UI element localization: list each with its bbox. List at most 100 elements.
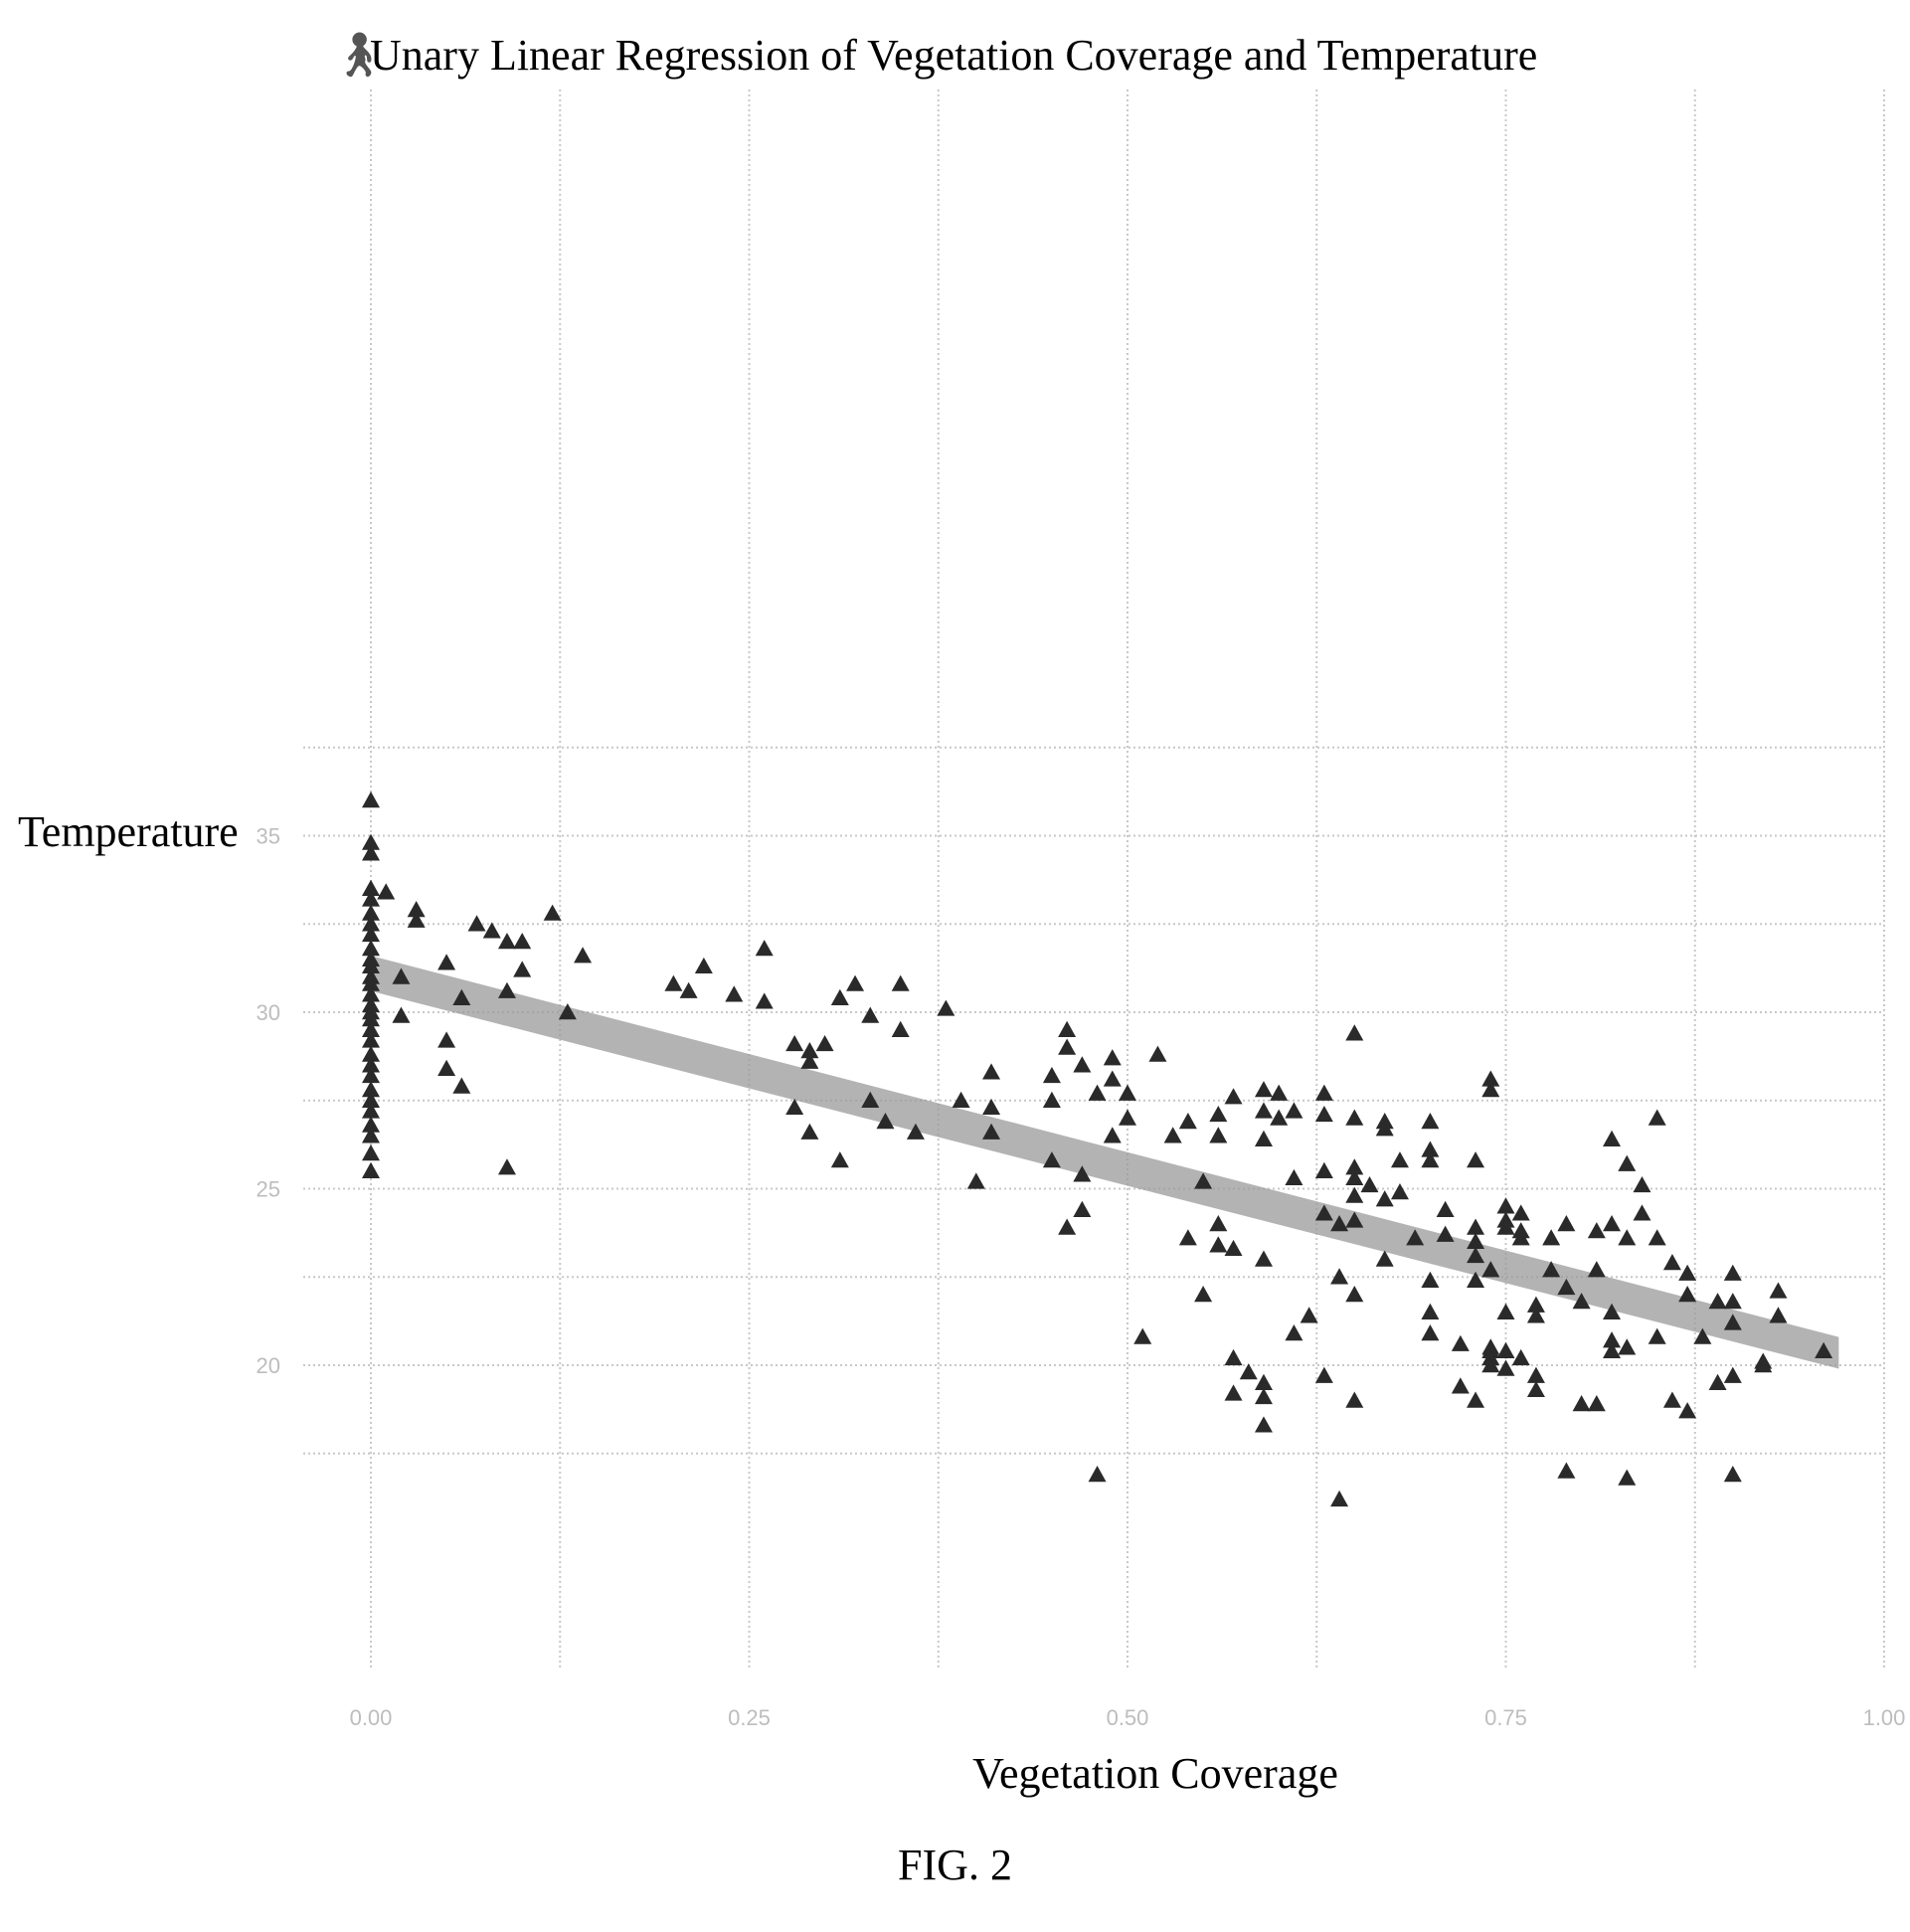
- y-tick-label: 35: [257, 824, 280, 849]
- data-point: [1224, 1348, 1243, 1366]
- data-point: [891, 1020, 910, 1037]
- data-point: [362, 904, 380, 921]
- regression-band: [371, 956, 1839, 1369]
- data-point: [1148, 1045, 1167, 1062]
- data-point: [1648, 1327, 1666, 1344]
- data-point: [1314, 1084, 1333, 1101]
- data-point: [1254, 1130, 1273, 1146]
- data-point: [1678, 1402, 1697, 1419]
- data-point: [362, 1102, 380, 1119]
- data-point: [1678, 1286, 1697, 1303]
- data-point: [407, 901, 426, 918]
- y-tick-label: 30: [257, 1000, 280, 1025]
- data-point: [1330, 1490, 1349, 1507]
- data-point: [891, 974, 910, 991]
- x-tick-labels: 0.00 0.25 0.50 0.75 1.00: [350, 1705, 1906, 1730]
- data-point: [1526, 1380, 1545, 1398]
- data-point: [1511, 1204, 1530, 1221]
- data-point: [1526, 1296, 1545, 1313]
- data-point: [1481, 1070, 1500, 1087]
- data-point: [1133, 1327, 1152, 1344]
- data-point: [1648, 1229, 1666, 1246]
- data-point: [452, 988, 471, 1005]
- data-point: [1421, 1271, 1440, 1288]
- data-point: [1467, 1151, 1485, 1168]
- data-point: [1345, 1186, 1364, 1203]
- data-point: [1467, 1218, 1485, 1235]
- data-point: [362, 1020, 380, 1037]
- grid-lines: [303, 89, 1885, 1670]
- data-point: [558, 1003, 577, 1020]
- data-point: [1436, 1225, 1455, 1242]
- data-point: [362, 1161, 380, 1178]
- data-point: [362, 1091, 380, 1108]
- data-point: [1557, 1215, 1576, 1232]
- data-point: [362, 985, 380, 1002]
- data-point: [1254, 1387, 1273, 1405]
- data-point: [815, 1034, 834, 1052]
- x-tick-label: 0.75: [1484, 1705, 1527, 1730]
- data-point: [1708, 1293, 1727, 1310]
- data-point: [1572, 1395, 1591, 1412]
- data-point: [1088, 1084, 1107, 1101]
- data-point: [1330, 1268, 1349, 1285]
- data-point: [1119, 1109, 1136, 1126]
- data-point: [362, 1066, 380, 1084]
- data-point: [513, 933, 532, 950]
- data-point: [1088, 1466, 1107, 1483]
- data-point: [362, 1116, 380, 1133]
- data-point: [362, 974, 380, 991]
- data-point: [800, 1052, 819, 1069]
- data-point: [497, 1158, 516, 1175]
- data-point: [1103, 1049, 1122, 1066]
- data-point: [1421, 1303, 1440, 1319]
- data-point: [694, 957, 713, 974]
- data-point: [437, 954, 456, 970]
- data-point: [664, 974, 683, 991]
- data-point: [755, 992, 774, 1009]
- data-point: [362, 833, 380, 850]
- data-points: [362, 791, 1833, 1507]
- data-point: [1421, 1113, 1440, 1130]
- data-point: [1073, 1200, 1092, 1217]
- data-point: [497, 933, 516, 950]
- data-point: [362, 915, 380, 932]
- data-point: [1224, 1384, 1243, 1401]
- data-point: [830, 1151, 849, 1168]
- data-point: [1345, 1391, 1364, 1408]
- data-point: [1481, 1261, 1500, 1278]
- data-point: [513, 961, 532, 977]
- data-point: [1467, 1271, 1485, 1288]
- data-point: [1618, 1338, 1637, 1355]
- data-point: [1496, 1341, 1515, 1358]
- data-point: [1270, 1084, 1289, 1101]
- data-point: [1330, 1215, 1349, 1232]
- data-point: [1648, 1109, 1666, 1126]
- data-point: [1163, 1127, 1182, 1143]
- figure-caption: FIG. 2: [898, 1841, 1012, 1889]
- data-point: [1587, 1222, 1606, 1239]
- data-point: [1587, 1395, 1606, 1412]
- data-point: [1285, 1168, 1303, 1186]
- y-tick-label: 25: [257, 1177, 280, 1202]
- data-point: [362, 879, 380, 896]
- data-point: [1754, 1356, 1773, 1373]
- data-point: [574, 947, 593, 964]
- data-point: [452, 1077, 471, 1094]
- data-point: [437, 1031, 456, 1048]
- data-point: [1103, 1127, 1122, 1143]
- data-point: [1209, 1127, 1228, 1143]
- data-point: [1618, 1154, 1637, 1171]
- title-figure-icon: 🚶︎: [331, 30, 387, 81]
- data-point: [1058, 1038, 1077, 1055]
- data-point: [362, 791, 380, 808]
- data-point: [1693, 1327, 1712, 1344]
- data-point: [1633, 1175, 1651, 1193]
- data-point: [1345, 1024, 1364, 1041]
- data-point: [1481, 1356, 1500, 1373]
- data-point: [1224, 1239, 1243, 1257]
- data-point: [1194, 1286, 1213, 1303]
- data-point: [362, 957, 380, 974]
- data-point: [1587, 1261, 1606, 1278]
